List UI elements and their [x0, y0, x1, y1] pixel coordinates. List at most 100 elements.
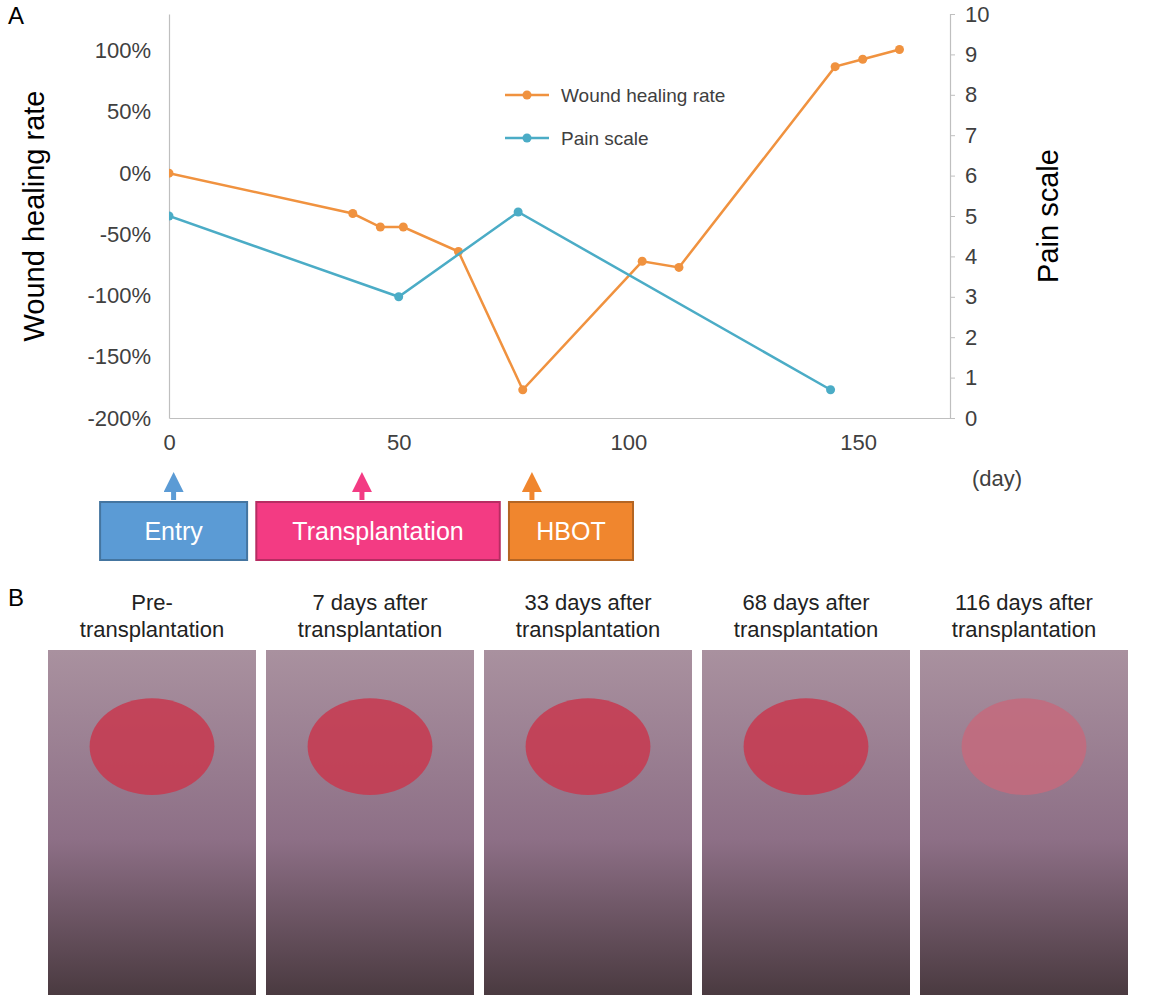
legend: Wound healing rate Pain scale	[505, 85, 725, 149]
tick-label: 7	[965, 123, 977, 148]
tick: 6	[950, 163, 977, 188]
tick-label: 8	[965, 82, 977, 107]
photo-wound	[744, 698, 869, 795]
photo	[702, 650, 910, 995]
photo-caption: 68 days after	[742, 590, 869, 615]
photo-panel: 33 days aftertransplantation	[484, 590, 692, 995]
photo-caption: 7 days after	[313, 590, 428, 615]
photo-panel: Pre-transplantation	[48, 590, 256, 995]
point	[348, 209, 357, 218]
tick-label: -150%	[87, 344, 151, 369]
tick-mark	[950, 14, 955, 15]
tick-mark	[950, 418, 955, 419]
point	[895, 45, 904, 54]
tick-label: 4	[965, 244, 977, 269]
tick: 10	[950, 2, 989, 27]
photo-caption: transplantation	[298, 617, 442, 642]
point	[831, 62, 840, 71]
axis-title: (day)	[972, 466, 1022, 491]
tick: 100%	[95, 38, 169, 63]
tick-label: 0	[163, 430, 175, 455]
point	[518, 385, 527, 394]
annotation: Entry	[100, 482, 247, 560]
photo-caption: Pre-	[131, 590, 173, 615]
tick-label: -100%	[87, 283, 151, 308]
annotation-box	[256, 502, 499, 560]
point	[858, 55, 867, 64]
annotation-arrow	[171, 482, 176, 500]
point	[674, 263, 683, 272]
axis-line	[951, 15, 956, 419]
tick-mark	[950, 95, 955, 96]
photo	[48, 650, 256, 995]
tick: -100%	[87, 283, 169, 308]
series-line	[169, 212, 831, 390]
photo-caption: transplantation	[80, 617, 224, 642]
tick: 5	[950, 204, 977, 229]
y-axis: -200% -150% -100% -50% 0% 50% 100%	[87, 15, 169, 431]
tick-label: 1	[965, 365, 977, 390]
point	[638, 257, 647, 266]
tick-label: 9	[965, 42, 977, 67]
point	[169, 169, 174, 178]
photo-wound	[962, 698, 1087, 795]
photo-caption: transplantation	[516, 617, 660, 642]
axis-line	[170, 418, 951, 419]
tick: -50%	[100, 222, 169, 247]
annotation: Transplantation	[256, 482, 499, 560]
annotation-label: Transplantation	[292, 517, 463, 545]
y2-axis: 0 1 2 3 4 5 6 7 8 9 10	[950, 2, 989, 431]
legend-label: Pain scale	[561, 128, 649, 149]
legend-marker	[523, 91, 532, 100]
tick-mark	[950, 337, 955, 338]
axis-title: Wound healing rate	[18, 91, 50, 342]
panel-label: A	[8, 2, 24, 29]
tick-label: 100	[611, 430, 648, 455]
tick: 9	[950, 42, 977, 67]
tick: 1	[950, 365, 977, 390]
tick-label: 3	[965, 284, 977, 309]
tick-label: 100%	[95, 38, 151, 63]
tick-label: 0%	[119, 161, 151, 186]
annotation-box	[100, 502, 247, 560]
legend-item: Wound healing rate	[505, 85, 725, 106]
figure: AB050100150-200%-150%-100%-50%0%50%100%0…	[0, 0, 1154, 999]
photo-caption: 116 days after	[955, 590, 1093, 615]
tick: 7	[950, 123, 977, 148]
series-line	[169, 50, 899, 390]
tick: 100	[611, 418, 648, 455]
photo-panel: 68 days aftertransplantation	[702, 590, 910, 995]
legend-item: Pain scale	[505, 128, 649, 149]
photo-wound	[526, 698, 651, 795]
point	[826, 385, 835, 394]
tick-label: -200%	[87, 406, 151, 431]
point	[399, 223, 408, 232]
tick-mark	[950, 297, 955, 298]
annotation-arrow	[529, 482, 534, 500]
point	[514, 207, 523, 216]
tick-label: 10	[965, 2, 989, 27]
tick-label: 5	[965, 204, 977, 229]
tick: 0	[950, 406, 977, 431]
tick: 50	[387, 418, 411, 455]
tick-mark	[950, 256, 955, 257]
tick-mark	[950, 176, 955, 177]
tick: 0	[163, 418, 175, 455]
annotation-label: Entry	[144, 517, 203, 545]
tick: 150	[840, 418, 877, 455]
tick-label: 50%	[107, 99, 151, 124]
tick: 4	[950, 244, 977, 269]
photo-wound	[308, 698, 433, 795]
tick-label: 150	[840, 430, 877, 455]
photo-caption: transplantation	[952, 617, 1096, 642]
tick: -200%	[87, 406, 169, 431]
tick-mark	[950, 378, 955, 379]
x-axis: 0 50 100 150	[163, 418, 950, 455]
photo	[920, 650, 1128, 995]
tick-label: 2	[965, 325, 977, 350]
annotation-box	[509, 502, 633, 560]
tick-label: -50%	[100, 222, 151, 247]
annotation: HBOT	[509, 482, 633, 560]
annotation-arrow	[359, 482, 364, 500]
photo	[266, 650, 474, 995]
